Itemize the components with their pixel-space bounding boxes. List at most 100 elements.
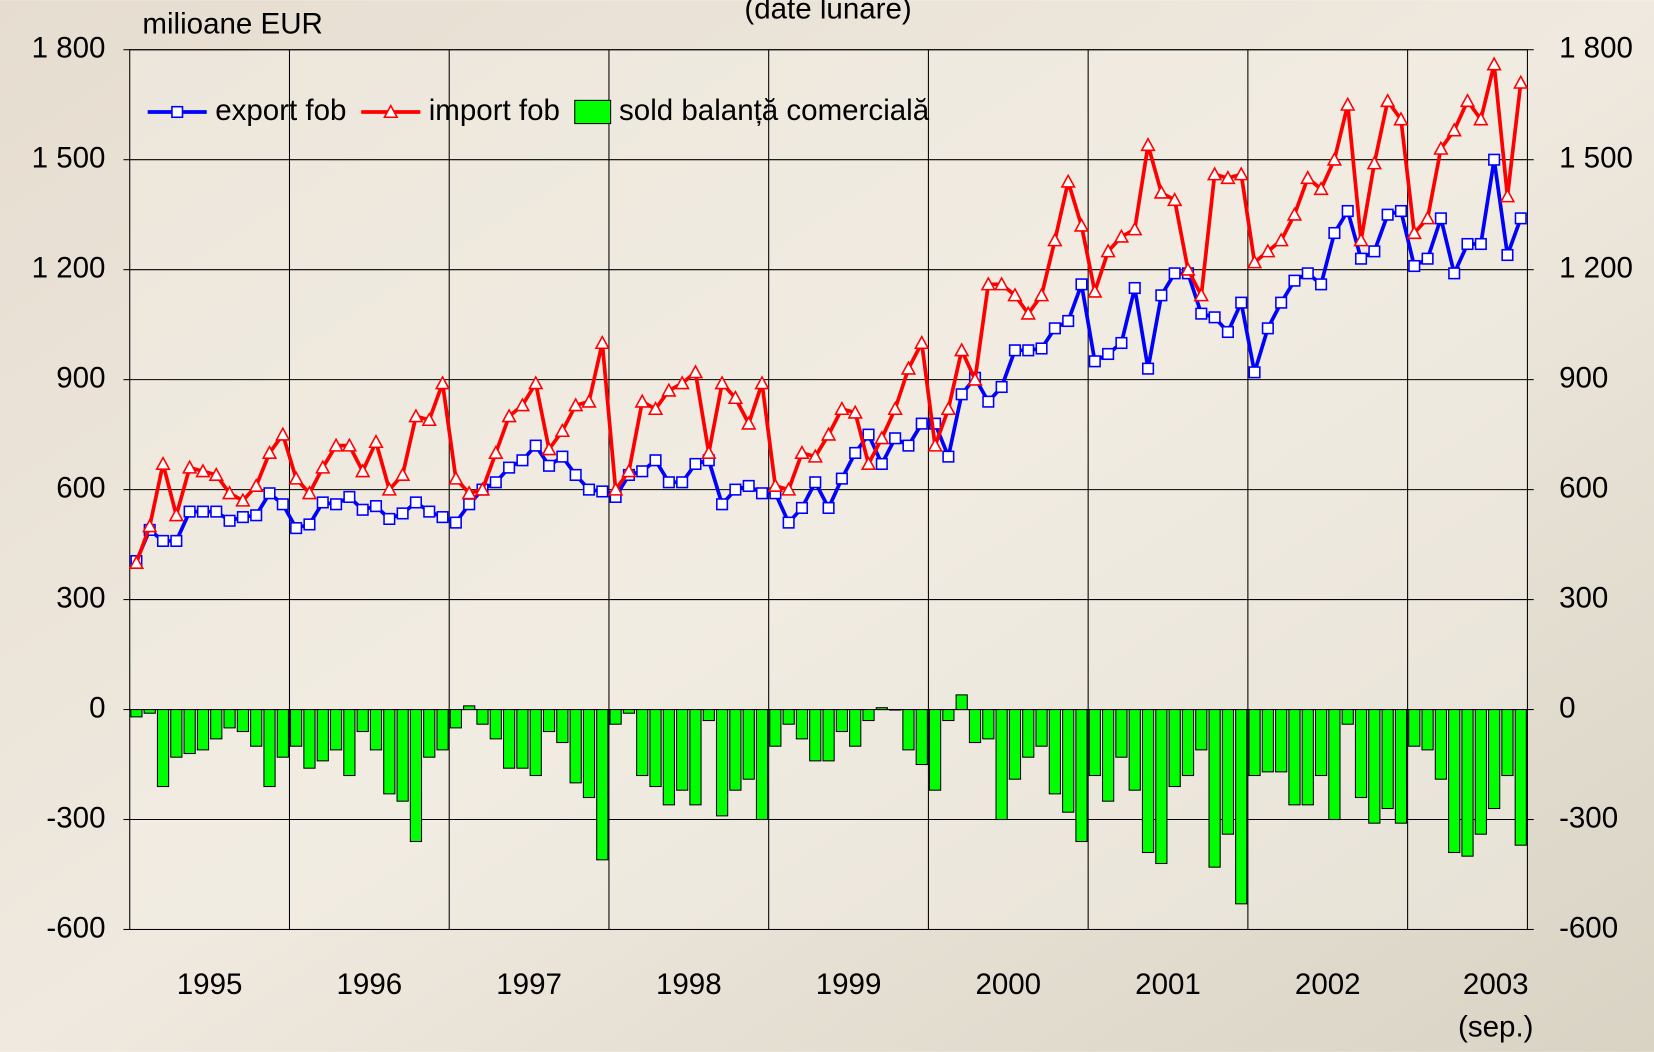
bar [396,709,409,802]
point [383,512,396,525]
bar [1235,709,1248,905]
point [915,417,928,430]
point [341,437,358,452]
point [780,481,797,496]
point [196,505,210,518]
bar [1195,709,1208,751]
point [236,511,249,524]
y2-tick-label: 600 [1559,471,1608,504]
point [1353,232,1369,247]
point [795,501,809,515]
point [369,500,383,513]
legend-marker [171,105,184,119]
point [1366,155,1383,170]
bar [835,709,849,733]
bar [662,709,675,806]
point [1208,311,1221,324]
point [1180,261,1196,276]
bar [276,709,289,758]
bar [156,709,170,788]
legend-swatch [574,99,612,125]
point [474,481,491,496]
bar [982,709,995,740]
point [1062,314,1075,328]
y2-tick-label: 900 [1559,361,1608,394]
point [514,397,531,412]
bar [689,709,702,806]
point [902,439,915,452]
bar [170,709,183,758]
y2-tick-label: -600 [1559,911,1618,944]
point [689,457,702,471]
bar [1488,709,1501,810]
bar [1461,709,1474,857]
point [316,496,329,509]
bar [1408,709,1421,747]
point [1381,208,1394,221]
bar [263,709,276,788]
point [1288,274,1301,287]
bar [862,709,875,722]
bar [1062,709,1075,813]
point [1221,325,1234,339]
point [634,393,650,408]
bar [1381,709,1394,810]
bar [489,709,502,740]
bar [1474,709,1487,835]
point [1473,111,1489,126]
chart-subtitle: (date lunare) [744,0,911,26]
point [529,439,542,452]
point [1408,259,1421,273]
y-tick-label: 0 [89,691,105,724]
bar [290,709,303,747]
bar [609,709,622,725]
bar [542,709,556,733]
bar [742,709,755,780]
point [820,426,837,441]
point [1193,287,1209,302]
point [1273,232,1289,247]
point [503,461,516,474]
point [767,477,783,493]
point [1434,212,1447,225]
point [1501,248,1514,262]
point [1008,344,1022,357]
bar [196,709,210,751]
bar [502,709,516,769]
bar [409,709,423,843]
grid [123,49,1534,931]
point [954,342,970,357]
bar [529,709,542,777]
point [1300,170,1316,185]
point [742,479,755,493]
point [168,507,184,522]
point [661,382,677,397]
x-tick-label: 1999 [816,968,882,1001]
bar [1448,709,1461,854]
point [1313,181,1329,196]
bar [343,709,356,777]
point [1406,225,1422,240]
point [1235,296,1248,309]
x-tick-label: 2001 [1135,968,1201,1001]
point [181,459,198,474]
y2-tick-label: 1 800 [1559,32,1633,65]
point [1474,237,1487,251]
point [967,371,983,386]
point [1033,287,1050,302]
bar [1275,709,1288,773]
bar [995,709,1008,821]
point [1379,93,1396,108]
y2-tick-label: -300 [1559,801,1618,834]
point [1421,252,1434,265]
point [889,432,902,445]
point [1155,289,1168,302]
bar [1221,709,1235,835]
y-tick-label: 300 [56,581,105,614]
point [156,534,170,547]
point [542,459,556,472]
bar [1155,709,1168,865]
point [501,408,517,423]
